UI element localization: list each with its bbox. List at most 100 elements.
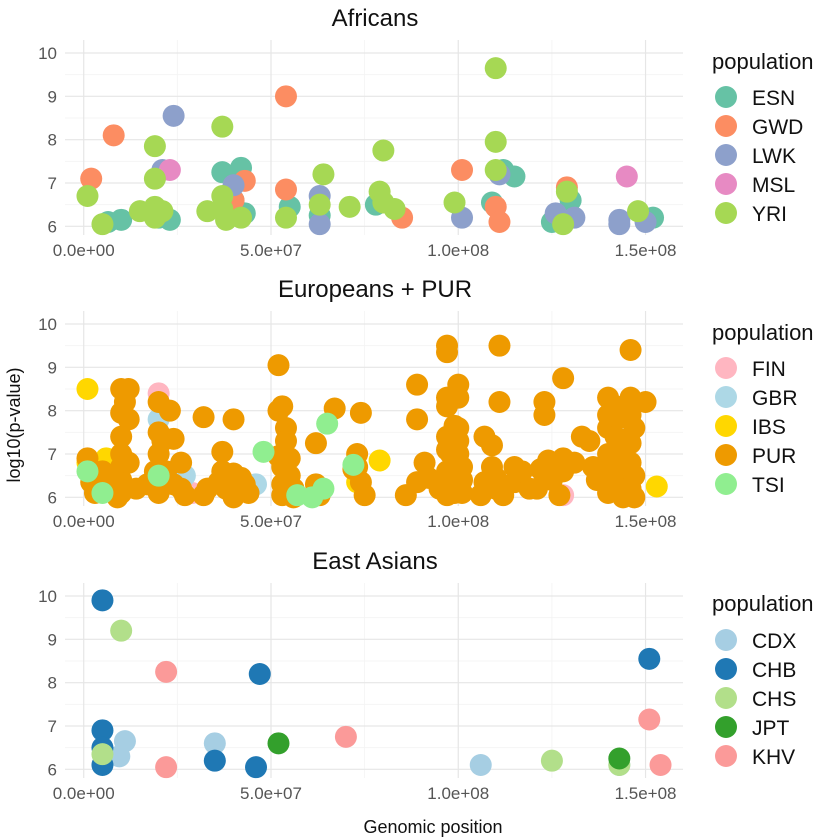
panel-africans-xticks: 0.0e+00 5.0e+07 1.0e+08 1.5e+08 (53, 241, 677, 260)
y-tick-label: 9 (48, 87, 57, 106)
point-pur (271, 395, 294, 418)
point-tsi (252, 440, 275, 463)
point-cdx (203, 732, 226, 755)
legend-title: population (712, 591, 814, 616)
point-pur (406, 408, 429, 431)
point-pur (510, 460, 533, 483)
point-yri (552, 213, 575, 236)
legend-label-jpt: JPT (752, 717, 790, 740)
panel-africans-yticks: 6 7 8 9 10 (38, 44, 57, 236)
legend-key-cdx (715, 629, 737, 651)
legend-key-lwk (715, 144, 737, 166)
point-pur (480, 434, 503, 457)
panel-africans-legend: population ESN GWD LWK MSL YRI (712, 49, 814, 226)
x-tick-label: 1.0e+08 (427, 512, 489, 531)
x-tick-label: 0.0e+00 (53, 784, 115, 803)
point-yri (312, 163, 335, 186)
point-chs (540, 749, 563, 772)
legend-title: population (712, 49, 814, 74)
panel-africans-title: Africans (332, 5, 419, 32)
point-yri (211, 115, 234, 138)
point-yri (484, 159, 507, 181)
legend-key-gwd (715, 115, 737, 137)
point-pur (237, 482, 260, 504)
y-tick-label: 9 (48, 358, 57, 377)
point-gwd (274, 85, 297, 108)
point-pur (274, 430, 297, 452)
point-pur (488, 391, 511, 413)
point-pur (170, 451, 193, 474)
point-yri (308, 193, 331, 216)
legend-label-gwd: GWD (752, 116, 803, 139)
point-yri (484, 130, 507, 153)
y-tick-label: 8 (48, 674, 57, 693)
panel-east-asians-grid (65, 583, 683, 778)
panel-europeans-pur-xticks: 0.0e+00 5.0e+07 1.0e+08 1.5e+08 (53, 512, 677, 531)
point-pur (110, 425, 133, 448)
point-pur (533, 404, 556, 426)
point-chs (91, 743, 114, 766)
point-jpt (608, 747, 631, 770)
point-pur (548, 484, 571, 507)
legend-key-chs (715, 687, 737, 709)
legend-key-tsi (715, 473, 737, 495)
legend-label-msl: MSL (752, 174, 795, 197)
panel-east-asians-yticks: 6 7 8 9 10 (38, 587, 57, 779)
legend-label-cdx: CDX (752, 630, 796, 653)
point-khv (334, 725, 357, 748)
point-chb (91, 589, 114, 612)
legend-key-pur (715, 444, 737, 466)
point-tsi (342, 453, 365, 476)
point-pur (117, 451, 140, 474)
x-tick-label: 5.0e+07 (240, 784, 302, 803)
y-tick-label: 8 (48, 131, 57, 150)
legend-key-fin (715, 357, 737, 379)
point-pur (623, 486, 646, 509)
legend-label-lwk: LWK (752, 145, 796, 168)
point-pur (451, 482, 474, 504)
point-jpt (267, 732, 290, 755)
point-lwk (308, 213, 331, 236)
point-pur (578, 430, 601, 452)
legend-label-chb: CHB (752, 659, 796, 682)
point-tsi (312, 477, 335, 500)
point-tsi (147, 464, 170, 487)
panel-east-asians-legend: population CDX CHB CHS JPT KHV (712, 591, 814, 769)
point-pur (623, 417, 646, 439)
point-pur (623, 464, 646, 487)
point-esn (110, 208, 133, 231)
point-chb (203, 749, 226, 772)
y-tick-label: 6 (48, 217, 57, 236)
y-tick-label: 7 (48, 717, 57, 736)
point-pur (304, 432, 327, 455)
point-pur (117, 408, 140, 431)
point-lwk (608, 213, 631, 236)
point-yri (151, 200, 174, 223)
point-pur (211, 440, 234, 463)
point-pur (406, 373, 429, 396)
point-pur (158, 399, 181, 422)
legend-label-tsi: TSI (752, 474, 785, 497)
point-pur (349, 401, 372, 424)
point-chb (245, 756, 268, 779)
point-khv (649, 754, 672, 776)
legend-key-esn (715, 86, 737, 108)
legend-label-chs: CHS (752, 688, 796, 711)
panel-east-asians-points (91, 589, 672, 779)
point-yri (76, 185, 99, 207)
legend-key-jpt (715, 716, 737, 738)
point-pur (117, 378, 140, 400)
point-yri (143, 135, 166, 158)
point-ibs (368, 449, 391, 472)
y-tick-label: 10 (38, 315, 57, 334)
x-tick-label: 0.0e+00 (53, 241, 115, 260)
legend-key-ibs (715, 415, 737, 437)
x-tick-label: 5.0e+07 (240, 241, 302, 260)
x-tick-label: 0.0e+00 (53, 512, 115, 531)
point-pur (552, 367, 575, 390)
x-tick-label: 1.5e+08 (615, 512, 677, 531)
point-yri (372, 139, 395, 162)
point-yri (443, 191, 466, 214)
point-yri (274, 206, 297, 229)
